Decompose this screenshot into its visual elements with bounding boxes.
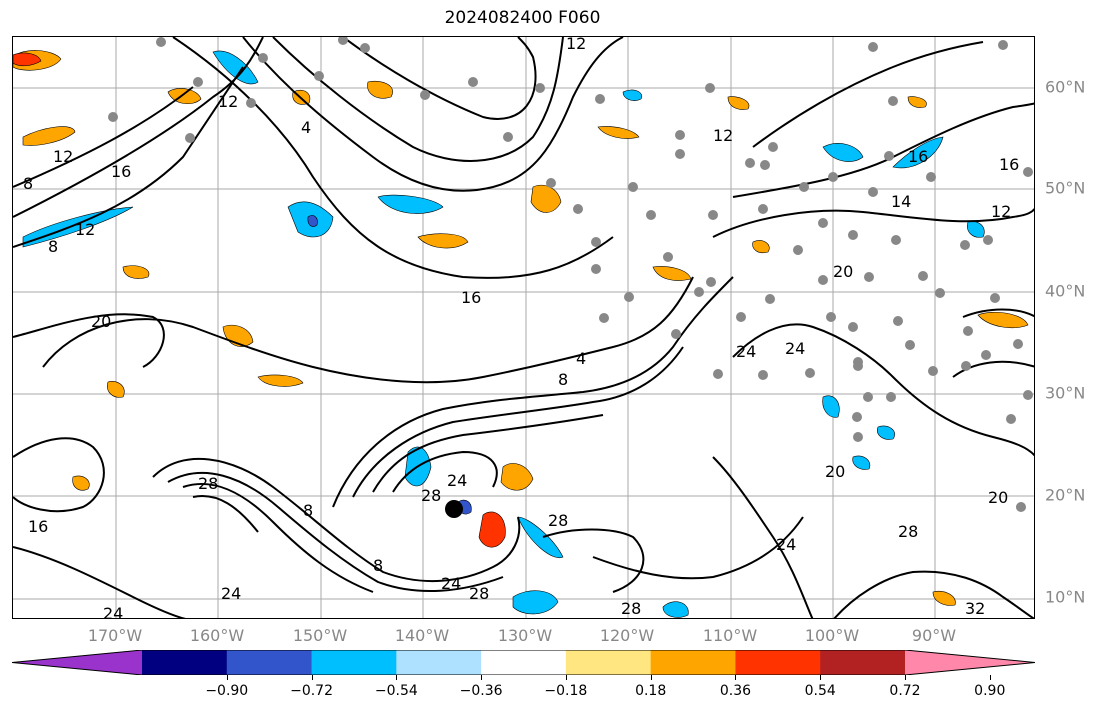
colorbar-tick-mark: [481, 675, 483, 680]
contour-label: 8: [373, 556, 383, 575]
contour-label: 8: [48, 237, 58, 256]
contour-labels: 12 8 16 12 8 12 4 12 16 20 16 8 4 24 28 …: [23, 37, 1019, 619]
lat-label-20n: 20°N: [1045, 485, 1086, 505]
lat-label-40n: 40°N: [1045, 281, 1086, 301]
lon-label-150w: 150°W: [292, 626, 348, 645]
contour-label: 24: [441, 574, 461, 593]
colorbar-segment: [650, 650, 736, 675]
contour-label: 8: [558, 370, 568, 389]
colorbar-tick-label: 0.36: [719, 683, 752, 699]
colorbar-tick-mark: [650, 675, 652, 680]
lon-label-120w: 120°W: [599, 626, 655, 645]
strong-positive-shading: [13, 52, 506, 548]
contour-label: 24: [736, 342, 756, 361]
contour-label: 24: [447, 471, 467, 490]
colorbar: [12, 650, 1035, 675]
colorbar-tick-label: 0.72: [889, 683, 921, 699]
colorbar-tick-label: 0.18: [635, 683, 667, 699]
lon-label-110w: 110°W: [702, 626, 758, 645]
contour-label: 14: [891, 192, 911, 211]
contour-label: 4: [576, 349, 586, 368]
contour-label: 24: [221, 584, 241, 603]
contour-label: 28: [469, 584, 489, 603]
contour-label: 28: [548, 511, 568, 530]
contour-label: 28: [898, 522, 918, 541]
colorbar-segment: [565, 650, 652, 675]
contour-label: 24: [776, 535, 796, 554]
contour-label: 24: [785, 339, 805, 358]
colorbar-tick-label: −0.36: [459, 683, 503, 699]
contour-label: 20: [833, 262, 853, 281]
contour-label: 12: [566, 37, 586, 53]
negative-shading: [22, 50, 985, 618]
lon-label-90w: 90°W: [911, 626, 957, 645]
lon-label-130w: 130°W: [497, 626, 553, 645]
contour-label: 12: [218, 92, 238, 111]
contour-label: 28: [198, 474, 218, 493]
contour-label: 12: [53, 147, 73, 166]
contour-label: 24: [103, 604, 123, 619]
colorbar-tick-label: −0.72: [290, 683, 333, 699]
contour-label: 20: [91, 312, 111, 331]
colorbar-tick-mark: [396, 675, 398, 680]
colorbar-tick-mark: [820, 675, 822, 680]
colorbar-segment: [226, 650, 313, 675]
colorbar-tick-mark: [735, 675, 737, 680]
colorbar-tick-label: 0.54: [804, 683, 836, 699]
map-panel[interactable]: 12 8 16 12 8 12 4 12 16 20 16 8 4 24 28 …: [12, 36, 1035, 619]
lon-label-140w: 140°W: [394, 626, 450, 645]
lat-label-60n: 60°N: [1045, 77, 1086, 97]
contour-label: 20: [825, 462, 845, 481]
lat-label-50n: 50°N: [1045, 178, 1086, 198]
colorbar-tick-label: −0.90: [205, 683, 249, 699]
colorbar-segment: [481, 650, 567, 675]
colorbar-tick-label: −0.18: [544, 683, 588, 699]
contour-label: 12: [713, 126, 733, 145]
lat-label-10n: 10°N: [1045, 587, 1086, 607]
station-markers: [108, 37, 1033, 512]
contour-label: 28: [421, 486, 441, 505]
lat-label-30n: 30°N: [1045, 383, 1086, 403]
colorbar-segment: [311, 650, 397, 675]
lon-label-100w: 100°W: [804, 626, 860, 645]
colorbar-tick-mark: [565, 675, 567, 680]
map-title: 2024082400 F060: [444, 8, 601, 28]
contour-label: 28: [621, 599, 641, 618]
colorbar-segment: [735, 650, 821, 675]
contour-label: 32: [965, 599, 985, 618]
colorbar-tick-label: 0.90: [974, 683, 1006, 699]
lon-label-170w: 170°W: [87, 626, 143, 645]
height-contours: [13, 37, 1034, 618]
contour-label: 20: [988, 488, 1008, 507]
colorbar-tick-label: −0.54: [374, 683, 418, 699]
colorbar-tick-mark: [989, 675, 991, 680]
colorbar-segment: [820, 650, 906, 675]
colorbar-tick-mark: [226, 675, 228, 680]
colorbar-extend-low: [12, 650, 142, 675]
contour-label: 12: [75, 220, 95, 239]
contour-label: 8: [303, 501, 313, 520]
contour-label: 16: [999, 155, 1019, 174]
colorbar-tick-mark: [311, 675, 313, 680]
lon-label-160w: 160°W: [189, 626, 245, 645]
contour-label: 16: [111, 162, 131, 181]
map-canvas: 12 8 16 12 8 12 4 12 16 20 16 8 4 24 28 …: [13, 37, 1034, 619]
colorbar-segment: [142, 650, 228, 675]
contour-label: 4: [301, 118, 311, 137]
colorbar-extend-high: [905, 650, 1035, 675]
cyclone-center-marker: [445, 500, 463, 518]
contour-label: 16: [908, 147, 928, 166]
contour-label: 12: [991, 202, 1011, 221]
colorbar-segment: [396, 650, 482, 675]
colorbar-tick-mark: [905, 675, 906, 680]
contour-label: 16: [28, 517, 48, 536]
contour-label: 8: [23, 174, 33, 193]
contour-label: 16: [461, 288, 481, 307]
